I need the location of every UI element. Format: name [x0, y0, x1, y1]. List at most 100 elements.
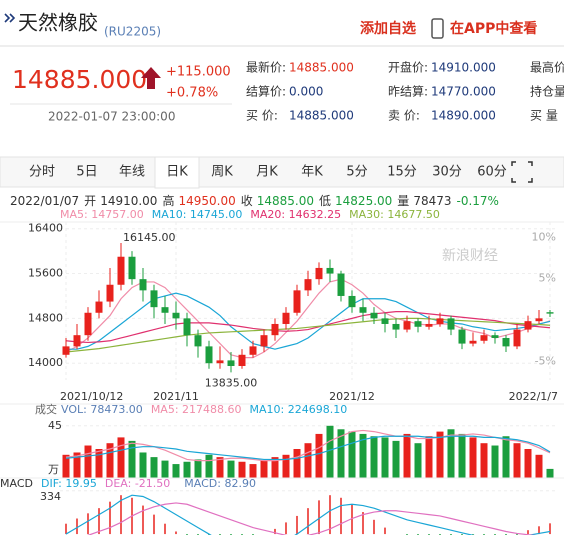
field-value: 14885.000	[289, 109, 354, 123]
volume-bar	[348, 431, 356, 478]
volume-bar	[205, 454, 213, 478]
candle-body	[491, 335, 499, 338]
volume-bar	[458, 433, 466, 478]
candle-body	[227, 360, 235, 366]
volume-bar	[282, 454, 290, 478]
expand-icon[interactable]	[511, 161, 533, 183]
tab[interactable]: 30分	[432, 165, 462, 180]
tab-bar	[0, 156, 564, 188]
volume-bar	[95, 449, 103, 478]
volume-bar	[436, 431, 444, 478]
candle-body	[546, 312, 554, 314]
open-app[interactable]: 在APP中查看	[450, 20, 537, 37]
volume-bar	[183, 461, 191, 478]
volume-bar	[194, 459, 202, 478]
volume-bar	[139, 452, 147, 478]
candle-body	[425, 323, 433, 327]
candle-body	[469, 340, 477, 344]
panel-title: 成交	[35, 402, 57, 416]
volume-bar	[546, 468, 554, 478]
field-label: 持仓量	[530, 84, 564, 99]
tab[interactable]: 分时	[29, 165, 55, 180]
candle-body	[249, 346, 257, 355]
legend-item: MA5: 14757.00	[60, 208, 144, 221]
volume-bar	[392, 440, 400, 478]
tab[interactable]: 5分	[346, 165, 367, 180]
ma-line	[66, 292, 551, 350]
info-item: 2022/01/07	[10, 194, 79, 208]
legend-item: MA20: 14632.25	[250, 208, 341, 221]
candle-body	[150, 290, 158, 308]
y-tick-label: 14800	[28, 311, 63, 324]
tab[interactable]: 年K	[301, 165, 323, 180]
volume-bar	[502, 436, 510, 478]
volume-bar	[513, 443, 521, 478]
ma-line	[65, 429, 551, 462]
legend-item: DIF: 19.95	[41, 477, 97, 490]
tab[interactable]: 年线	[119, 165, 145, 180]
volume-bar	[491, 445, 499, 478]
price: 14885.000	[12, 65, 147, 94]
field-value: 14910.000	[431, 61, 496, 75]
watermark: 新浪财经	[442, 248, 498, 264]
candle-body	[513, 329, 521, 347]
candle-body	[106, 284, 114, 302]
volume-bar	[403, 433, 411, 478]
candle-body	[216, 360, 224, 364]
volume-bar	[260, 460, 268, 478]
candle-body	[128, 256, 136, 280]
tab[interactable]: 5日	[76, 165, 97, 180]
tab[interactable]: 月K	[256, 165, 278, 180]
volume-bar	[161, 460, 169, 478]
tab[interactable]: 60分	[477, 165, 507, 180]
code: (RU2205)	[104, 25, 161, 39]
info-item: 收	[241, 194, 253, 208]
phone-icon	[431, 18, 444, 39]
volume-bar	[480, 443, 488, 478]
ma-line	[86, 502, 536, 535]
info-item: 高	[162, 193, 174, 208]
candle-body	[238, 354, 246, 366]
candle-body	[480, 335, 488, 341]
info-item: 14885.00	[257, 194, 314, 208]
volume-bar	[469, 437, 477, 478]
legend: MACD DIF: 19.95 DEA: -21.50 MACD: 82.90	[0, 477, 256, 490]
volume-bar	[62, 454, 70, 478]
y-tick-label: 16400	[28, 222, 63, 235]
y2-tick-label: 5%	[539, 272, 556, 285]
volume-bar	[315, 433, 323, 478]
volume-bar	[271, 457, 279, 478]
candle-body	[436, 318, 444, 324]
candle-body	[183, 318, 191, 336]
info-item: 14825.00	[335, 194, 392, 208]
tab[interactable]: 15分	[387, 165, 417, 180]
info-item: 14950.00	[178, 194, 235, 208]
add-favorite[interactable]: 添加自选	[360, 20, 416, 37]
legend-item: MA5: 217488.60	[151, 403, 242, 416]
y2-tick-label: 10%	[532, 230, 556, 243]
info-item: 低	[319, 194, 331, 208]
plot: 新浪财经 14000 14800 15600 16400 10% 5% -5% 2021/10/…	[0, 208, 564, 535]
legend: 成交 VOL: 78473.00 MA5: 217488.60 MA10: 22469…	[35, 402, 347, 416]
field-value: 0.000	[289, 85, 323, 99]
field-label: 买 价:	[246, 109, 278, 123]
candle-body	[392, 323, 400, 330]
field-label: 昨结算:	[388, 84, 428, 99]
volume-bar	[128, 440, 136, 478]
volume-bar	[370, 436, 378, 478]
candle-body	[95, 301, 103, 313]
candle-body	[447, 318, 455, 330]
candle-body	[315, 267, 323, 280]
info-item: 量	[397, 194, 409, 208]
field-label: 买 量	[530, 109, 558, 123]
candle-body	[381, 318, 389, 324]
unit-label: 万	[48, 463, 59, 476]
tab[interactable]: 日K	[166, 165, 188, 180]
y-tick-label: 334	[40, 490, 61, 503]
legend: MA5: 14757.00 MA10: 14745.00 MA20: 14632.2…	[60, 208, 440, 221]
candle-body	[524, 321, 532, 330]
tab[interactable]: 周K	[211, 165, 233, 180]
candle-body	[502, 337, 510, 347]
